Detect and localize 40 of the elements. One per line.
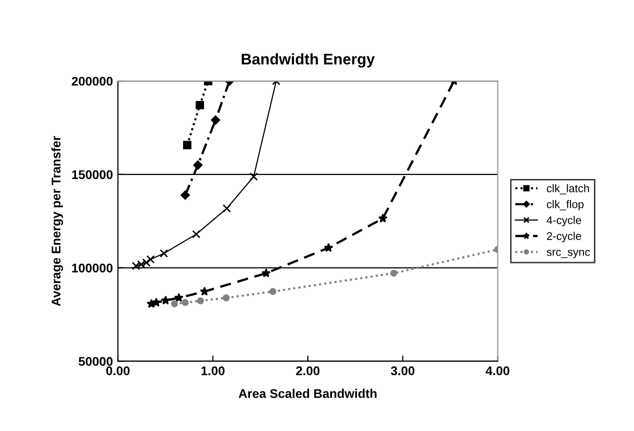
point bbox=[160, 249, 168, 258]
point bbox=[378, 214, 388, 223]
point bbox=[324, 242, 334, 252]
point bbox=[193, 160, 202, 170]
point bbox=[222, 204, 231, 213]
point bbox=[160, 296, 170, 305]
point bbox=[152, 298, 161, 307]
point bbox=[200, 286, 210, 296]
point bbox=[197, 297, 204, 304]
x-tick-label: 4.00 bbox=[486, 366, 510, 376]
legend-label: 4-cycle bbox=[546, 216, 582, 226]
point bbox=[250, 172, 258, 181]
y-tick-label: 100000 bbox=[72, 264, 113, 272]
point bbox=[174, 293, 184, 302]
point bbox=[196, 100, 204, 110]
x-tick-label: 2.00 bbox=[296, 366, 320, 376]
legend-label: clk_latch bbox=[546, 184, 589, 194]
point bbox=[180, 190, 190, 200]
x-axis-title: Area Scaled Bandwidth bbox=[238, 388, 376, 398]
point bbox=[261, 268, 271, 278]
y-tick-label: 200000 bbox=[72, 76, 113, 86]
point bbox=[192, 230, 200, 238]
point bbox=[210, 115, 220, 125]
point bbox=[183, 140, 192, 150]
legend-label: src_sync bbox=[546, 250, 590, 258]
point bbox=[222, 294, 230, 302]
x-tick-label: 0.00 bbox=[106, 366, 130, 376]
point bbox=[146, 255, 155, 264]
x-tick-label: 3.00 bbox=[390, 366, 414, 376]
x-tick-label: 1.00 bbox=[201, 366, 225, 376]
chart-title: Bandwidth Energy bbox=[242, 53, 375, 68]
legend-label: clk_flop bbox=[546, 200, 584, 210]
point bbox=[182, 299, 189, 306]
point bbox=[269, 288, 276, 295]
y-tick-label: 150000 bbox=[72, 170, 113, 180]
point bbox=[171, 300, 178, 308]
y-axis-title: Average Energy per Transfer bbox=[51, 136, 64, 306]
point bbox=[390, 270, 398, 277]
y-tick-label: 50000 bbox=[78, 356, 113, 366]
legend-label: 2-cycle bbox=[546, 232, 582, 242]
